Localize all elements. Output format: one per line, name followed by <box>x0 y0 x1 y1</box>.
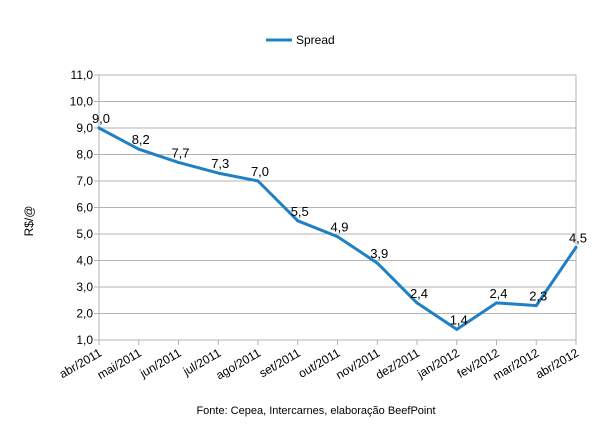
y-tick-labels: 1,0 2,0 3,0 4,0 5,0 6,0 7,0 8,0 9,0 10,0 11,0 <box>70 68 94 347</box>
data-point <box>97 126 101 130</box>
data-label: 2,4 <box>410 286 428 301</box>
data-label: 3,9 <box>370 246 388 261</box>
y-tick-label: 7,0 <box>76 174 93 188</box>
data-point <box>256 179 260 183</box>
x-tick-label: abr/2012 <box>533 346 581 382</box>
y-tick-label: 4,0 <box>76 254 93 268</box>
y-tick-label: 9,0 <box>76 121 93 135</box>
data-label: 8,2 <box>132 132 150 147</box>
y-tick-label: 3,0 <box>76 280 93 294</box>
y-tick-label: 11,0 <box>71 68 94 82</box>
data-label: 7,3 <box>211 156 229 171</box>
grid-lines <box>94 74 576 341</box>
axes <box>98 75 577 345</box>
data-label: 9,0 <box>92 111 110 126</box>
data-point <box>455 327 459 331</box>
x-tick-label: jan/2012 <box>414 346 462 382</box>
y-tick-label: 10,0 <box>70 95 94 109</box>
data-label: 2,4 <box>489 286 507 301</box>
data-point <box>177 160 180 164</box>
data-label: 4,9 <box>330 220 348 235</box>
data-labels: 9,0 8,2 7,7 7,3 7,0 5,5 4,9 3,9 2,4 1,4 2,4 2,3 4,5 <box>92 111 587 327</box>
data-label: 7,0 <box>251 164 269 179</box>
legend-label-spread: Spread <box>296 33 335 47</box>
data-point <box>574 245 578 249</box>
x-tick-label: nov/2011 <box>333 346 382 383</box>
y-tick-label: 5,0 <box>76 227 93 241</box>
y-axis-label: R$/@ <box>22 206 36 237</box>
data-point <box>216 171 220 175</box>
data-point <box>296 219 300 223</box>
x-tick-label: set/2011 <box>257 346 303 381</box>
series-spread <box>97 126 578 331</box>
data-point <box>137 147 141 151</box>
data-point <box>415 301 419 305</box>
data-label: 5,5 <box>291 204 309 219</box>
x-tick-label: mai/2011 <box>95 346 144 383</box>
x-tick-label: jun/2011 <box>137 346 184 381</box>
y-tick-label: 1,0 <box>76 333 93 347</box>
x-tick-label: mar/2012 <box>490 346 541 384</box>
data-label: 1,4 <box>450 312 468 327</box>
data-point <box>534 304 538 308</box>
data-label: 7,7 <box>171 145 189 160</box>
legend: Spread <box>266 33 335 47</box>
data-point <box>336 235 339 239</box>
data-label: 4,5 <box>569 230 587 245</box>
source-note: Fonte: Cepea, Intercarnes, elaboração Be… <box>196 405 435 417</box>
y-tick-label: 8,0 <box>76 148 93 162</box>
data-point <box>375 261 379 265</box>
x-tick-label: ago/2011 <box>214 346 264 383</box>
y-tick-label: 6,0 <box>76 201 93 215</box>
x-tick-labels: abr/2011mai/2011jun/2011jul/2011ago/2011… <box>57 346 582 384</box>
data-label: 2,3 <box>529 289 547 304</box>
data-point <box>495 301 498 305</box>
x-tick-label: dez/2011 <box>373 346 422 383</box>
y-tick-label: 2,0 <box>76 307 93 321</box>
